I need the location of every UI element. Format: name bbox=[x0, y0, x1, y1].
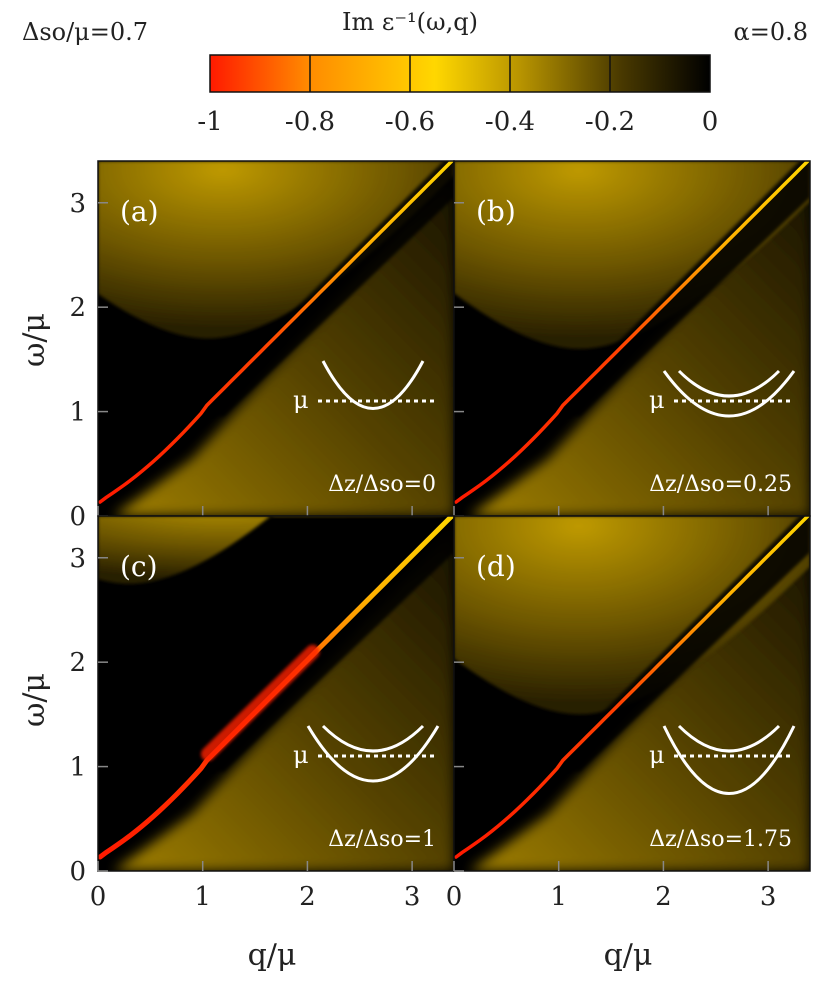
band-inset: μ bbox=[649, 369, 796, 418]
upper-band-curve bbox=[677, 369, 781, 398]
band-inset: μ bbox=[293, 724, 440, 783]
intraband-continuum bbox=[469, 526, 810, 871]
zeeman-ratio-annotation: Δz/Δso=1.75 bbox=[649, 827, 792, 852]
colorbar-tick-label: -1 bbox=[197, 107, 222, 137]
ylabel-top: ω/μ bbox=[17, 313, 52, 367]
x-tick-label: 2 bbox=[299, 882, 316, 912]
plasmon-mode bbox=[454, 161, 810, 504]
y-tick-label: 0 bbox=[69, 857, 86, 887]
panel-label: (b) bbox=[476, 195, 516, 228]
header-right-label: α=0.8 bbox=[734, 18, 808, 46]
xlabel-right: q/μ bbox=[604, 938, 653, 973]
zeeman-ratio-annotation: Δz/Δso=0.25 bbox=[649, 472, 792, 497]
lower-band-curve bbox=[306, 725, 440, 783]
x-tick-label: 1 bbox=[194, 882, 211, 912]
zeeman-ratio-annotation: Δz/Δso=1 bbox=[328, 827, 436, 852]
y-tick-label: 2 bbox=[69, 648, 86, 678]
y-tick-label: 3 bbox=[69, 544, 86, 574]
interband-continuum bbox=[98, 516, 454, 584]
intraband-continuum bbox=[469, 171, 810, 516]
header-left-label: Δso/μ=0.7 bbox=[22, 18, 148, 46]
x-tick-label: 3 bbox=[404, 882, 421, 912]
y-tick-label: 3 bbox=[69, 189, 86, 219]
chemical-potential-label: μ bbox=[293, 741, 309, 769]
y-tick-label: 2 bbox=[69, 293, 86, 323]
intraband-continuum bbox=[113, 171, 454, 516]
lower-band-curve bbox=[662, 725, 796, 795]
upper-band-curve bbox=[321, 724, 425, 753]
colorbar-tick-label: -0.8 bbox=[285, 107, 335, 137]
y-tick-label: 1 bbox=[69, 753, 86, 783]
colorbar-tick-label: 0 bbox=[702, 107, 719, 137]
x-tick-label: 1 bbox=[550, 882, 567, 912]
plasmon-mode bbox=[98, 161, 454, 504]
panel-label: (c) bbox=[120, 550, 158, 583]
chemical-potential-label: μ bbox=[293, 386, 309, 414]
upper-band-curve bbox=[677, 724, 781, 753]
plasmon-hotspot bbox=[200, 644, 320, 762]
interband-continuum bbox=[98, 161, 454, 339]
colorbar-tick-label: -0.2 bbox=[585, 107, 635, 137]
lower-band-curve bbox=[662, 370, 796, 418]
panel-c: (c) Δz/Δso=1 μ 0 1 2 3 0 1 2 3 bbox=[69, 515, 455, 912]
chemical-potential-label: μ bbox=[649, 386, 665, 414]
panel-b: (b) Δz/Δso=0.25 μ bbox=[453, 160, 811, 517]
panel-frame bbox=[453, 515, 811, 872]
y-tick-label: 1 bbox=[69, 398, 86, 428]
x-tick-label: 3 bbox=[760, 882, 777, 912]
band-curve bbox=[321, 360, 425, 410]
zeeman-ratio-annotation: Δz/Δso=0 bbox=[328, 472, 436, 497]
colorbar: -1 -0.8 -0.6 -0.4 -0.2 0 bbox=[197, 54, 719, 137]
plasmon-mode bbox=[454, 516, 810, 859]
intraband-continuum bbox=[113, 526, 454, 871]
interband-continuum bbox=[454, 161, 810, 349]
ylabel-bottom: ω/μ bbox=[17, 673, 52, 727]
colorbar-tick-label: -0.4 bbox=[485, 107, 535, 137]
band-inset: μ bbox=[293, 360, 438, 414]
panel-label: (d) bbox=[476, 550, 516, 583]
panel-a: (a) Δz/Δso=0 μ 0 1 2 3 bbox=[69, 160, 455, 532]
chemical-potential-label: μ bbox=[649, 741, 665, 769]
xlabel-left: q/μ bbox=[248, 938, 297, 973]
colorbar-title: Im ε⁻¹(ω,q) bbox=[342, 8, 478, 36]
colorbar-gradient bbox=[209, 54, 711, 93]
band-inset: μ bbox=[649, 724, 796, 795]
interband-continuum bbox=[454, 516, 810, 715]
panel-label: (a) bbox=[120, 195, 159, 228]
x-tick-label: 0 bbox=[446, 882, 463, 912]
panel-d: (d) Δz/Δso=1.75 μ 0 1 2 3 bbox=[446, 515, 811, 912]
colorbar-tick-label: -0.6 bbox=[385, 107, 435, 137]
y-tick-label: 0 bbox=[69, 502, 86, 532]
x-tick-label: 2 bbox=[655, 882, 672, 912]
x-tick-label: 0 bbox=[90, 882, 107, 912]
